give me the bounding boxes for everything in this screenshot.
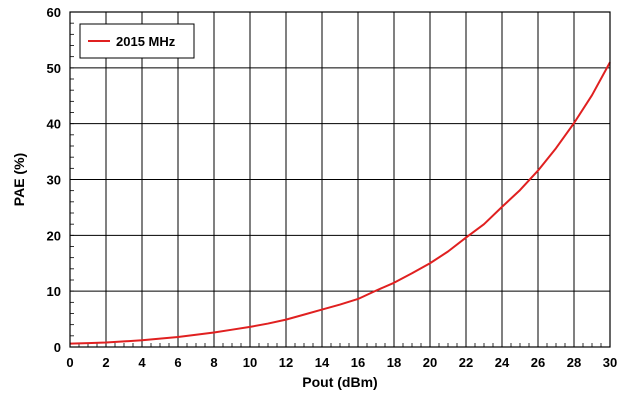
x-tick-label: 12 xyxy=(279,355,293,370)
x-tick-label: 24 xyxy=(495,355,510,370)
x-axis-title: Pout (dBm) xyxy=(302,374,377,390)
y-tick-label: 50 xyxy=(47,61,61,76)
x-tick-label: 2 xyxy=(102,355,109,370)
x-tick-label: 8 xyxy=(210,355,217,370)
x-tick-label: 4 xyxy=(138,355,146,370)
series-line-2015-mhz xyxy=(69,61,611,345)
legend: 2015 MHz xyxy=(79,23,195,59)
x-tick-label: 28 xyxy=(567,355,581,370)
x-tick-label: 22 xyxy=(459,355,473,370)
series-layer xyxy=(69,61,611,345)
plot-frame xyxy=(69,11,611,348)
x-tick-label: 6 xyxy=(174,355,181,370)
x-axis-tick-labels: 0 2 4 6 8 10 12 14 16 18 20 22 24 26 28 30 xyxy=(66,355,617,370)
y-tick-label: 30 xyxy=(47,173,61,188)
y-tick-label: 0 xyxy=(54,340,61,355)
y-tick-label: 60 xyxy=(47,5,61,20)
legend-label-2015-mhz: 2015 MHz xyxy=(116,34,176,49)
x-tick-label: 16 xyxy=(351,355,365,370)
y-axis-title: PAE (%) xyxy=(11,153,27,206)
x-tick-label: 18 xyxy=(387,355,401,370)
x-tick-label: 30 xyxy=(603,355,617,370)
x-tick-label: 20 xyxy=(423,355,437,370)
x-tick-label: 10 xyxy=(243,355,257,370)
y-axis-tick-labels: 0 10 20 30 40 50 60 xyxy=(47,5,61,355)
y-tick-label: 10 xyxy=(47,284,61,299)
x-tick-label: 26 xyxy=(531,355,545,370)
y-tick-label: 20 xyxy=(47,228,61,243)
x-tick-label: 14 xyxy=(315,355,330,370)
y-tick-label: 40 xyxy=(47,117,61,132)
x-tick-label: 0 xyxy=(66,355,73,370)
